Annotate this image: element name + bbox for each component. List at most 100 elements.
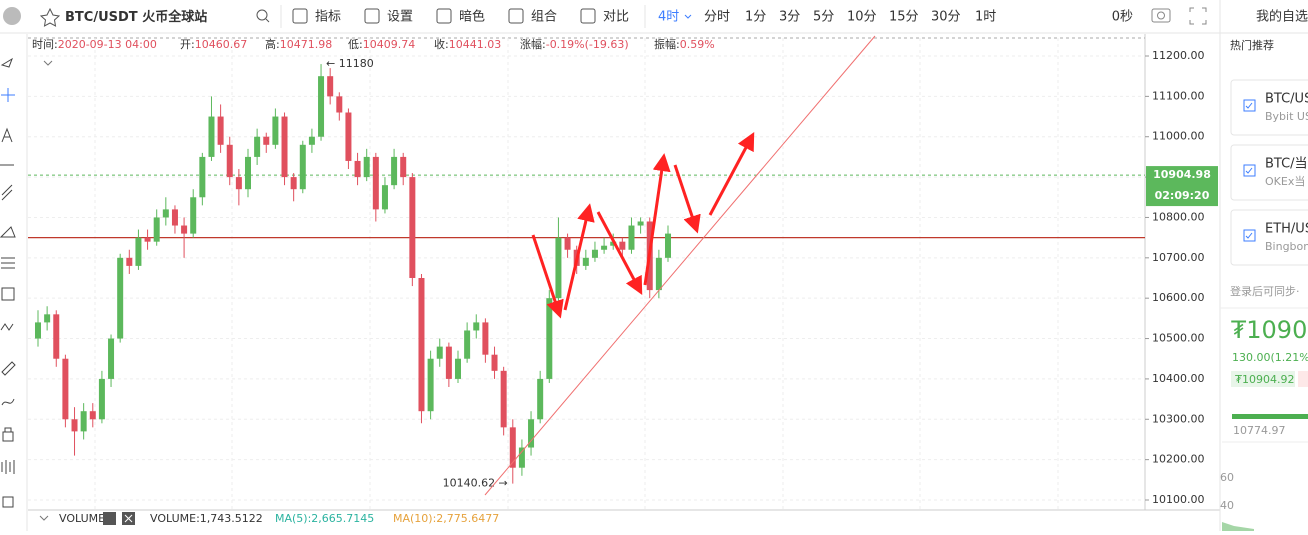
checkbox[interactable] (1243, 164, 1256, 177)
candle-body (372, 156, 379, 210)
symbol[interactable]: BTC/USDT 火币全球站 (65, 9, 207, 25)
trend-line (484, 35, 876, 496)
exchange: 火币全球站 (142, 9, 207, 25)
candle-body (555, 237, 562, 299)
candle-body (162, 209, 169, 218)
checkbox[interactable] (1243, 229, 1256, 242)
info-label: 收: (434, 37, 449, 51)
candle-body (464, 330, 471, 359)
info-item: 时间:2020-09-13 04:00 (32, 38, 157, 51)
scale-label: 60 (1220, 471, 1234, 484)
low-label: 10140.62 → (443, 477, 508, 490)
source: OKEx当 (1265, 174, 1305, 188)
candle-body (500, 370, 507, 428)
candle-body (564, 237, 571, 250)
candle-body (601, 245, 608, 250)
candle-body (153, 217, 160, 242)
interval[interactable]: 30分 (931, 10, 961, 25)
tool-label[interactable]: 组合 (531, 10, 557, 25)
candle-body (254, 136, 261, 157)
tool-icons[interactable] (0, 57, 16, 508)
candle-body (354, 160, 361, 178)
sidebar-title[interactable]: 我的自选 (1256, 9, 1308, 25)
candle-body (308, 136, 315, 145)
candle-body (263, 136, 270, 145)
tool-label[interactable]: 设置 (387, 10, 413, 25)
interval[interactable]: 10分 (847, 10, 877, 25)
candle-body (473, 322, 480, 331)
logo (3, 7, 21, 25)
info-item: 振幅:0.59% (654, 37, 715, 51)
tool-icon[interactable] (508, 8, 524, 24)
interval[interactable]: 15分 (889, 10, 919, 25)
top-bar (0, 0, 1220, 33)
info-value: 10471.98 (280, 38, 333, 51)
candle-body (491, 354, 498, 371)
interval[interactable]: 1分 (745, 10, 766, 25)
pair: BTC/当 (1265, 157, 1308, 172)
tool-label[interactable]: 暗色 (459, 9, 485, 25)
y-tick-label: 10800.00 (1152, 210, 1205, 223)
candle-body (318, 76, 325, 137)
info-value: 0.59% (680, 38, 715, 51)
interval[interactable]: 5分 (813, 10, 834, 25)
candle-body (35, 322, 41, 339)
search-icon[interactable] (256, 9, 268, 21)
tool-label[interactable]: 对比 (603, 10, 629, 25)
tool-icon[interactable] (580, 8, 596, 24)
camera-icon[interactable] (1151, 8, 1171, 23)
watch-card[interactable] (1230, 209, 1308, 266)
candle-body (62, 358, 69, 420)
source: Bingbon (1265, 240, 1308, 253)
volume-value: VOLUME:1,743.5122 (150, 512, 263, 525)
checkbox[interactable] (1243, 99, 1256, 112)
candle-body (427, 358, 434, 412)
info-item: 开:10460.67 (180, 38, 247, 51)
big-price: ₮1090 (1231, 316, 1307, 344)
check (1245, 167, 1253, 174)
candle-body (108, 338, 115, 379)
settings-btn[interactable] (103, 512, 116, 525)
fullscreen-icon[interactable] (1189, 7, 1207, 25)
candle-body (482, 322, 489, 355)
interval[interactable]: 3分 (779, 10, 800, 25)
tool-icon[interactable] (292, 8, 308, 24)
candle-body (44, 314, 51, 323)
candle-body (245, 156, 251, 190)
star-icon[interactable] (39, 7, 61, 27)
candle-body (89, 411, 96, 420)
candle-body (71, 419, 78, 432)
interval[interactable]: 1时 (975, 10, 996, 25)
watch-card[interactable] (1230, 79, 1308, 136)
candle-body (171, 209, 178, 226)
y-tick-label: 10300.00 (1152, 412, 1205, 425)
candle-body (299, 144, 306, 190)
info-label: 开: (180, 38, 195, 51)
collapse-icon[interactable] (43, 60, 53, 66)
candle-body (537, 378, 544, 420)
watch-card[interactable] (1230, 144, 1308, 201)
candle-body (190, 197, 197, 234)
candle-body (528, 419, 535, 448)
candle-body (144, 237, 151, 242)
price-change: 130.00(1.21% (1232, 351, 1308, 364)
candle-body (345, 112, 352, 161)
tool-label[interactable]: 指标 (315, 10, 341, 25)
tool-icon[interactable] (364, 8, 380, 24)
candle-body (436, 346, 443, 359)
candle-body (455, 358, 461, 379)
annotation-arrows (531, 132, 755, 319)
info-value: 10409.74 (363, 38, 416, 51)
tool-icon[interactable] (436, 8, 452, 24)
candle-body (117, 257, 124, 339)
hot-title: 热门推荐 (1230, 38, 1274, 52)
candle-body (126, 257, 133, 266)
active-interval[interactable]: 4时 (658, 10, 679, 25)
interval[interactable]: 分时 (704, 10, 730, 25)
ma5: MA(5):2,665.7145 (275, 512, 374, 525)
source: Bybit US (1265, 110, 1308, 123)
info-item: 收:10441.03 (434, 37, 501, 51)
candle-body (381, 185, 388, 210)
symbol-name: BTC/USDT (65, 10, 138, 25)
candle-body (226, 144, 233, 178)
